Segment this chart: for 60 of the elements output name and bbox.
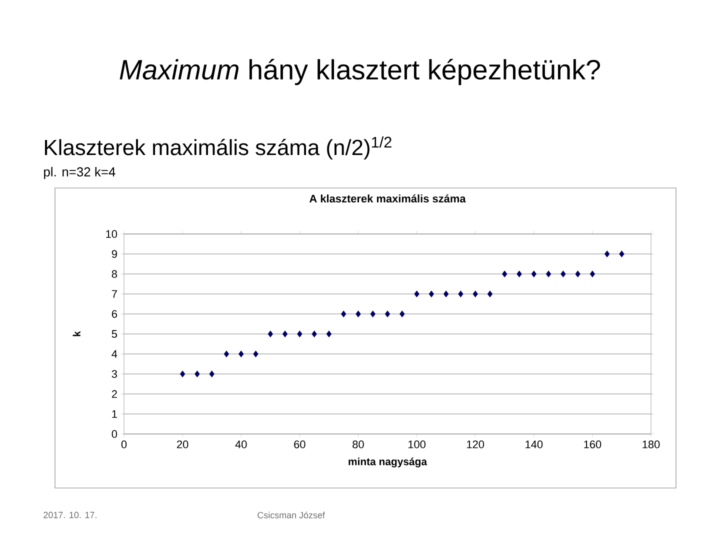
y-axis-title: k [72, 331, 80, 336]
point [312, 330, 317, 338]
point [340, 310, 346, 318]
point [238, 350, 244, 358]
y-tick-label: 3 [112, 370, 117, 378]
point [531, 270, 536, 278]
x-tick-label: 20 [177, 440, 188, 448]
x-tick-label: 120 [467, 440, 484, 448]
x-tick-label: 40 [235, 440, 247, 448]
point [180, 370, 186, 378]
point [268, 330, 273, 338]
text: pl. n=32 k=4 [44, 166, 116, 180]
y-tick-label: 2 [112, 390, 117, 398]
point [297, 330, 302, 338]
point [370, 310, 376, 318]
y-tick-label: 6 [112, 310, 117, 318]
point [400, 310, 405, 318]
x-tick-label: 160 [584, 440, 602, 448]
point [194, 370, 200, 378]
text: Klaszterek maximális száma (n/2)$^{1/2}$ [45, 136, 392, 160]
x-tick-label: 60 [294, 440, 306, 448]
y-tick-label: 1 [112, 410, 117, 418]
point [590, 270, 596, 278]
text: Csicsman József [258, 512, 325, 518]
x-tick-label: 0 [121, 440, 127, 448]
point [575, 270, 580, 278]
point [487, 290, 493, 298]
point [428, 290, 434, 298]
point [516, 270, 522, 278]
text: Maximum hány klasztert képezhetünk? [120, 58, 600, 86]
y-tick-label: 0 [112, 430, 118, 438]
point [502, 270, 508, 278]
y-tick-label: 9 [112, 250, 117, 258]
y-tick-label: 8 [112, 270, 117, 278]
chart-title: A klaszterek maximális száma [309, 194, 466, 202]
point [546, 270, 552, 278]
point [282, 330, 288, 338]
point [356, 310, 361, 318]
y-tick-label: 7 [112, 290, 117, 298]
y-tick-label: 10 [106, 230, 118, 238]
point [209, 370, 214, 378]
x-tick-label: 80 [352, 440, 364, 448]
point [472, 290, 478, 298]
point [604, 250, 610, 258]
x-tick-label: 180 [642, 440, 660, 448]
x-tick-label: 100 [408, 440, 426, 448]
point [224, 350, 230, 358]
x-axis-title: minta nagysága [348, 458, 428, 468]
point [253, 350, 258, 358]
y-tick-label: 5 [112, 330, 118, 338]
point [384, 310, 390, 318]
point [619, 250, 624, 258]
point [458, 290, 464, 298]
y-tick-label: 4 [112, 350, 118, 358]
point [443, 290, 449, 298]
x-tick-label: 140 [526, 440, 543, 448]
point [560, 270, 566, 278]
text: 2017. 10. 17. [44, 512, 96, 518]
point [414, 290, 420, 298]
point [326, 330, 332, 338]
